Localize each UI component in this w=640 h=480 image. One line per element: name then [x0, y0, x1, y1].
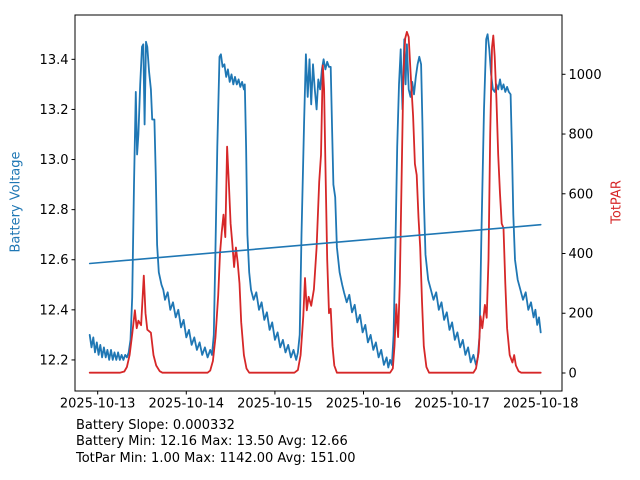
battery-voltage-line	[88, 33, 542, 369]
left-axis-ticks: 12.2 12.4 12.6 12.8 13.0 13.2 13.4	[40, 53, 75, 368]
left-tick-label: 12.6	[40, 253, 69, 268]
x-tick-label: 2025-10-17	[414, 397, 490, 412]
stats-line-battery-minmax: Battery Min: 12.16 Max: 13.50 Avg: 12.66	[76, 434, 348, 450]
left-tick-label: 13.2	[40, 103, 69, 118]
right-tick-label: 0	[569, 366, 577, 381]
x-tick-label: 2025-10-15	[237, 397, 313, 412]
x-axis-ticks: 2025-10-13 2025-10-14 2025-10-15 2025-10-16…	[60, 391, 579, 412]
right-tick-label: 200	[569, 307, 594, 322]
right-axis-title: TotPAR	[609, 180, 625, 224]
left-tick-label: 12.2	[40, 353, 69, 368]
stats-line-battery-slope: Battery Slope: 0.000332	[76, 418, 235, 433]
x-tick-label: 2025-10-14	[149, 397, 225, 412]
x-tick-label: 2025-10-13	[60, 397, 136, 412]
stats-line-totpar-minmax: TotPar Min: 1.00 Max: 1142.00 Avg: 151.0…	[76, 450, 356, 466]
totpar-line	[88, 30, 542, 374]
right-tick-label: 600	[569, 187, 594, 202]
left-tick-label: 12.8	[40, 203, 69, 218]
left-axis-title: Battery Voltage	[8, 151, 24, 253]
left-tick-label: 13.0	[40, 153, 69, 168]
left-tick-label: 13.4	[40, 53, 69, 68]
plot-border	[74, 14, 563, 392]
battery-trend-line	[88, 223, 542, 265]
right-tick-label: 1000	[569, 68, 602, 83]
left-tick-label: 12.4	[40, 303, 69, 318]
right-tick-label: 800	[569, 128, 594, 143]
x-tick-label: 2025-10-16	[326, 397, 402, 412]
x-tick-label: 2025-10-18	[503, 397, 579, 412]
stats-block: Battery Slope: 0.000332 Battery Min: 12.…	[76, 418, 356, 467]
right-tick-label: 400	[569, 247, 594, 262]
right-axis-ticks: 0 200 400 600 800 1000	[562, 68, 602, 381]
